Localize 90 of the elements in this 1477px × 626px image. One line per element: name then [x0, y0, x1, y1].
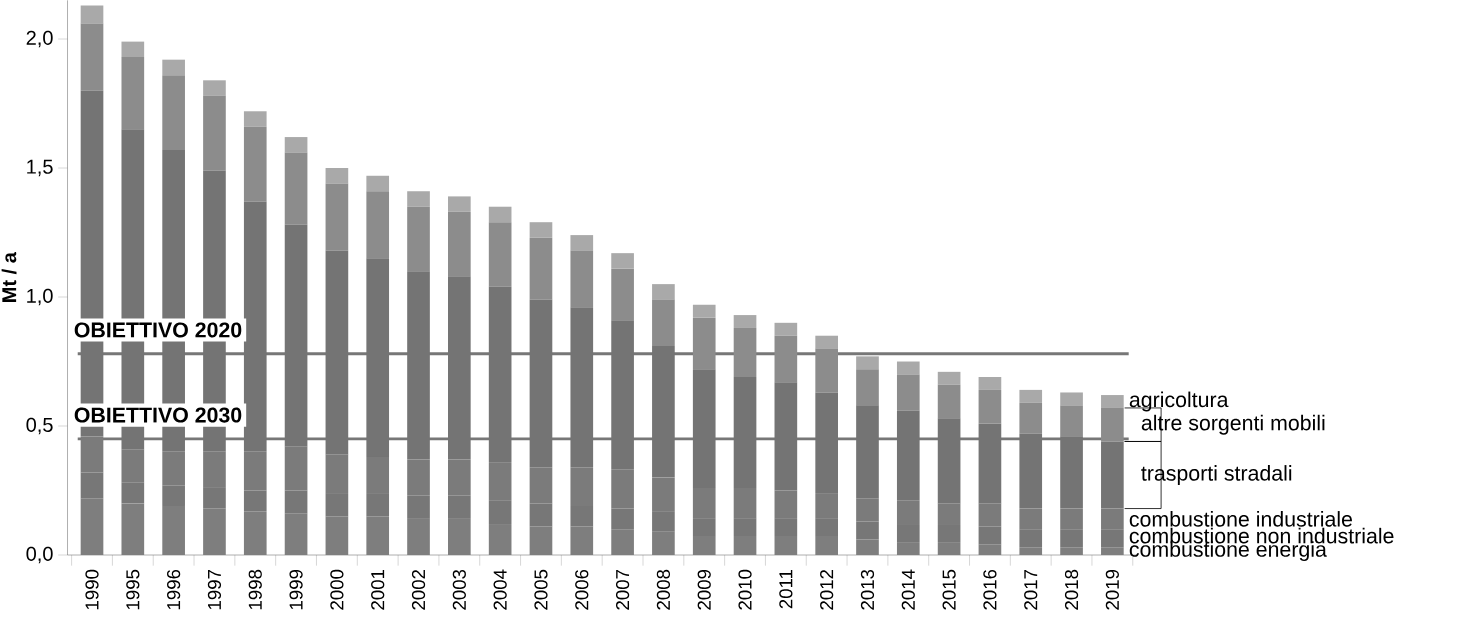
- bar: [243, 126, 267, 202]
- bar: [325, 168, 349, 184]
- y-tick-label: 2,0: [26, 30, 53, 48]
- bar: [774, 335, 798, 383]
- x-tick-label: 1997: [207, 569, 222, 610]
- bar: [733, 315, 757, 328]
- x-tick-label: 2003: [452, 569, 466, 610]
- x-tick-label: 2008: [656, 569, 671, 610]
- bar: [1060, 405, 1083, 437]
- bar: [488, 222, 512, 287]
- bar: [978, 389, 1002, 424]
- bar: [937, 384, 961, 419]
- x-tick-label: 2004: [493, 569, 507, 610]
- x-tick-label: 2001: [371, 569, 385, 610]
- bar: [978, 376, 1002, 390]
- series-label: altre sorgenti mobili: [1141, 414, 1325, 435]
- bar: [692, 317, 716, 370]
- x-tick-label: 1995: [126, 569, 140, 610]
- y-tick-label: 1,0: [27, 288, 53, 306]
- bar: [774, 322, 798, 336]
- bar: [856, 356, 879, 370]
- x-tick-label: 2005: [534, 569, 548, 610]
- bar: [366, 175, 390, 192]
- ref-line-label: OBIETTIVO 2030: [74, 407, 242, 423]
- bar: [856, 369, 879, 406]
- x-tick-label: 1999: [289, 569, 303, 610]
- series-label: trasporti stradali: [1141, 465, 1292, 485]
- x-tick-label: 2016: [983, 569, 997, 610]
- bar: [284, 137, 308, 153]
- x-tick-label: 2006: [575, 569, 589, 610]
- y-tick-label: 1,5: [27, 159, 53, 177]
- bar: [1019, 389, 1043, 403]
- bar: [611, 253, 634, 269]
- bar: [652, 284, 675, 300]
- bar: [203, 80, 226, 96]
- bar: [529, 222, 553, 238]
- x-tick-label: 2015: [942, 569, 956, 610]
- bar: [570, 250, 594, 308]
- bar: [325, 183, 349, 251]
- x-tick-label: 1990: [85, 569, 99, 610]
- x-tick-label: 2011: [779, 569, 793, 609]
- series-label: combustione industriale: [1129, 511, 1352, 527]
- bar: [896, 361, 920, 375]
- ref-line-label: OBIETTIVO 2020: [74, 322, 242, 338]
- series-label: agricoltura: [1129, 391, 1229, 412]
- bar: [162, 59, 185, 76]
- bar: [80, 5, 104, 24]
- bar: [121, 41, 145, 58]
- y-axis-title: Mt / a: [1, 251, 17, 302]
- bar: [1101, 407, 1124, 442]
- bar: [733, 327, 757, 377]
- bar: [896, 374, 920, 411]
- x-tick-label: 2019: [1105, 569, 1119, 610]
- bar: [243, 111, 267, 127]
- y-tick-label: 0,0: [26, 546, 53, 564]
- x-tick-label: 2017: [1024, 569, 1038, 610]
- bar: [407, 191, 430, 207]
- bar: [448, 196, 471, 212]
- bar: [815, 348, 838, 393]
- bar: [1060, 392, 1083, 406]
- x-tick-label: 2014: [901, 569, 915, 610]
- bar: [284, 152, 308, 225]
- x-tick-label: 2012: [820, 569, 834, 610]
- x-tick-label: 2018: [1064, 569, 1079, 610]
- bar: [815, 335, 838, 349]
- bar: [407, 206, 430, 272]
- bar: [121, 57, 145, 130]
- x-tick-label: 2007: [615, 569, 630, 610]
- bar: [529, 237, 553, 300]
- bar: [80, 23, 104, 91]
- bar: [611, 268, 634, 321]
- bar: [652, 299, 675, 347]
- bar: [570, 235, 594, 251]
- x-tick-label: 1998: [248, 569, 262, 610]
- y-tick-label: 0,5: [26, 417, 53, 435]
- x-tick-label: 2009: [697, 569, 711, 610]
- bar: [488, 206, 512, 223]
- bar: [692, 304, 716, 318]
- bar: [203, 95, 226, 171]
- x-tick-label: 1996: [167, 569, 181, 610]
- x-tick-label: 2013: [860, 569, 875, 610]
- bar: [937, 371, 961, 385]
- bar: [366, 191, 390, 259]
- bar: [1101, 395, 1124, 408]
- x-tick-label: 2002: [411, 569, 426, 610]
- x-tick-label: 2000: [330, 569, 344, 610]
- bar: [448, 211, 471, 277]
- x-tick-label: 2010: [738, 569, 752, 610]
- bar: [1019, 402, 1043, 434]
- bar: [162, 75, 185, 150]
